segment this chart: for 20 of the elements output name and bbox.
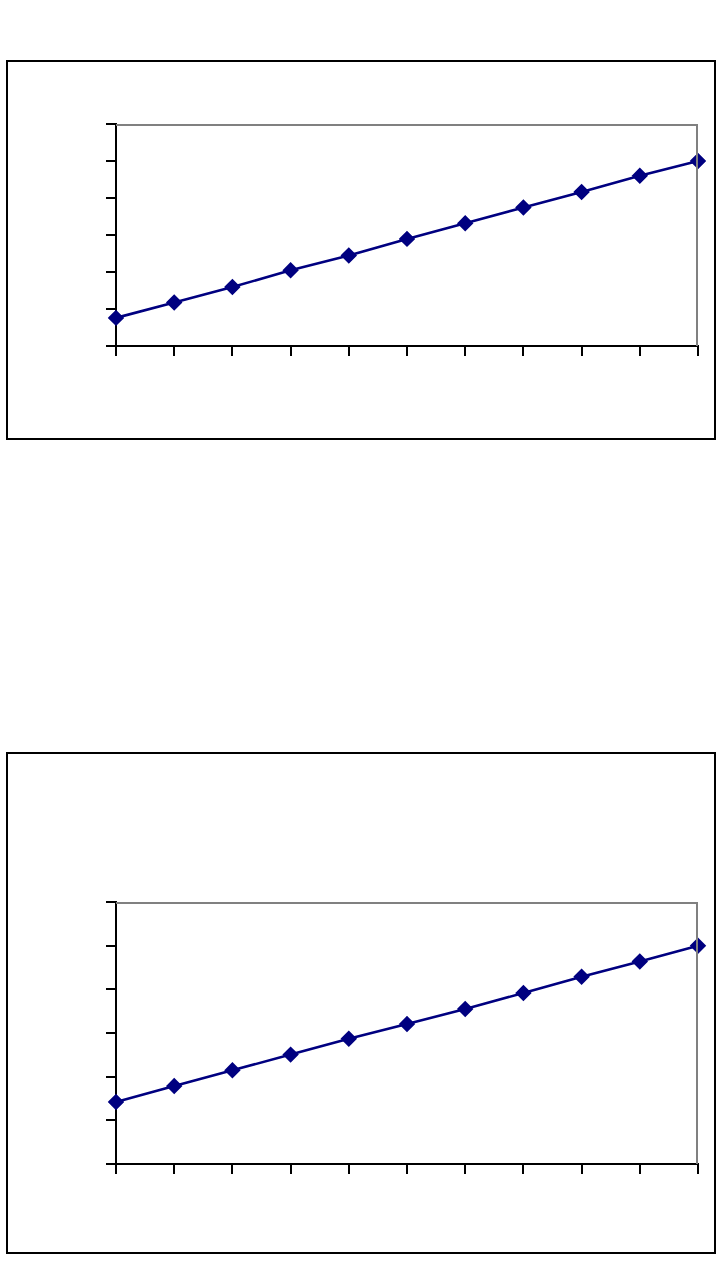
point — [399, 231, 415, 247]
point — [457, 215, 473, 232]
point — [166, 294, 182, 311]
point — [515, 199, 532, 216]
point — [457, 1001, 473, 1017]
point — [108, 310, 124, 326]
point — [341, 247, 357, 264]
point — [224, 1062, 241, 1079]
point — [632, 953, 648, 970]
point — [282, 262, 299, 279]
point — [632, 168, 648, 184]
point — [573, 184, 590, 200]
point — [515, 985, 532, 1001]
point — [341, 1030, 357, 1047]
point — [399, 1016, 415, 1032]
point — [224, 279, 241, 295]
point — [573, 968, 590, 985]
point — [108, 1094, 124, 1110]
point — [282, 1046, 299, 1063]
point — [166, 1078, 182, 1094]
